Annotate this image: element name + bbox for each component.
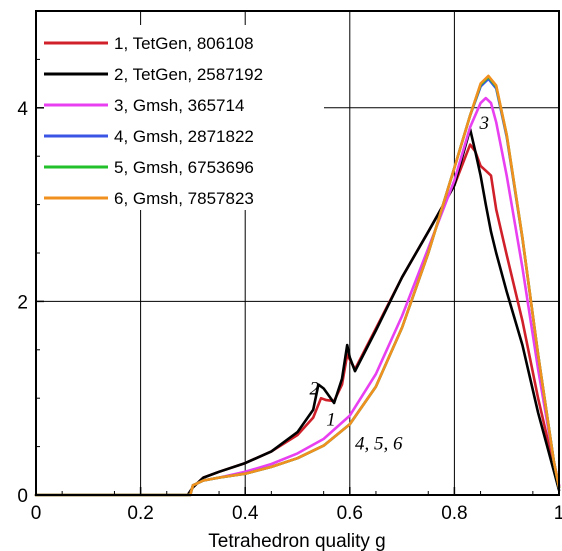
- x-tick-label: 0.4: [232, 503, 259, 524]
- x-tick-label: 0: [31, 503, 42, 524]
- annotations: 12 3 4, 5, 6: [310, 113, 489, 454]
- legend-label-2: 2, TetGen, 2587192: [114, 65, 263, 84]
- series-line-6: [34, 74, 561, 497]
- curve-annotation-3: 3: [479, 113, 490, 134]
- curve-annotation-1: 1: [326, 409, 336, 430]
- x-axis-label: Tetrahedron quality g: [208, 531, 385, 551]
- y-tick-label: 4: [17, 99, 28, 120]
- series-group: [34, 74, 561, 497]
- x-tick-label: 0.6: [337, 503, 363, 524]
- legend: 1, TetGen, 806108 2, TetGen, 2587192 3, Gm…: [37, 25, 324, 210]
- legend-box: [37, 25, 324, 210]
- curve-annotation-2: 2: [310, 378, 320, 399]
- series-line-2: [34, 127, 561, 497]
- legend-label-5: 5, Gmsh, 6753696: [114, 158, 254, 177]
- plot-frame: [35, 10, 560, 496]
- legend-label-3: 3, Gmsh, 365714: [114, 96, 244, 115]
- x-tick-label: 1: [554, 503, 562, 524]
- y-tick-label: 0: [17, 486, 28, 507]
- y-tick-label: 2: [17, 292, 28, 313]
- x-tick-label: 0.8: [441, 503, 467, 524]
- legend-label-1: 1, TetGen, 806108: [114, 34, 254, 53]
- x-tick-label: 0.2: [127, 503, 153, 524]
- legend-label-4: 4, Gmsh, 2871822: [114, 127, 254, 146]
- curve-annotation-4: 4, 5, 6: [355, 434, 403, 455]
- legend-label-6: 6, Gmsh, 7857823: [114, 189, 254, 208]
